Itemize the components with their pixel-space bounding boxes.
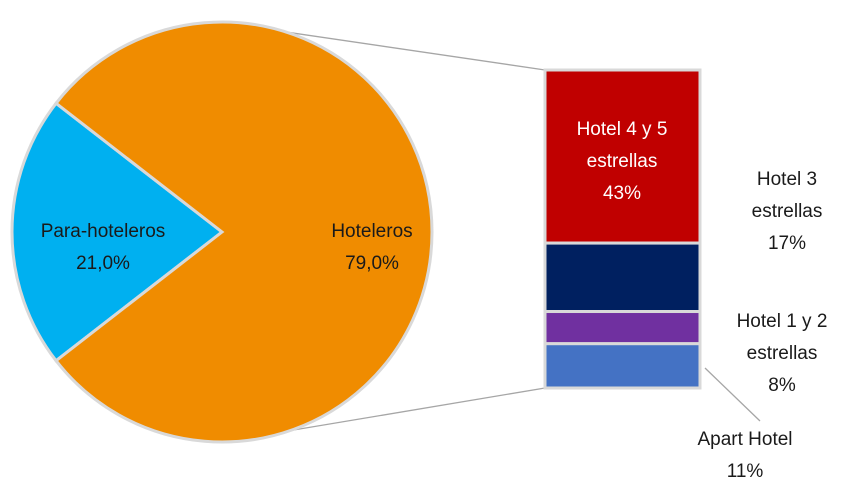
bar-label-line: 8% <box>768 375 796 396</box>
bar-label: Hotel 3 estrellas 17% <box>732 164 842 260</box>
pie-label-line: Para-hoteleros <box>40 221 166 242</box>
pie-label-line: 21,0% <box>76 253 130 274</box>
pie-label-line: 79,0% <box>345 253 399 274</box>
pie-slice <box>53 20 434 444</box>
bar-segment <box>543 310 702 346</box>
bar-label-line: Hotel 1 y 2 estrellas <box>736 311 828 364</box>
bar-label-line: 17% <box>767 233 807 254</box>
bar-segment <box>543 68 702 245</box>
bar-label-line: Hotel 3 estrellas <box>751 169 823 222</box>
pie-label: Hoteleros 79,0% <box>302 216 442 280</box>
bar-label: Hotel 4 y 5 estrellas 43% <box>557 114 687 210</box>
bar-label: Hotel 1 y 2 estrellas 8% <box>717 306 843 402</box>
pie-label: Para-hoteleros 21,0% <box>13 216 193 280</box>
bar-label-line: Hotel 4 y 5 estrellas <box>576 119 668 172</box>
bar-label: Apart Hotel 11% <box>665 424 825 480</box>
bar-label-line: Apart Hotel <box>697 429 793 450</box>
bar-label-line: 11% <box>726 461 764 480</box>
pie-label-line: Hoteleros <box>331 221 413 242</box>
bar-label-line: 43% <box>602 183 642 204</box>
bar-segment <box>543 241 702 314</box>
bar-segment <box>543 342 702 390</box>
pie-slice <box>10 101 225 363</box>
leader-line <box>704 367 761 422</box>
